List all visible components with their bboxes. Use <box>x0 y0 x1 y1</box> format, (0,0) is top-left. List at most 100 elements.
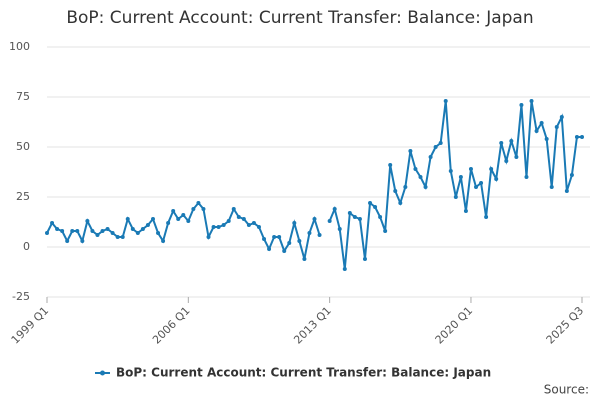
point <box>176 217 181 221</box>
point <box>115 235 120 239</box>
point <box>327 219 332 223</box>
point <box>226 219 231 223</box>
point <box>211 225 216 229</box>
point <box>65 239 70 243</box>
point <box>479 181 484 185</box>
point <box>236 215 241 219</box>
point <box>302 257 307 261</box>
point <box>110 231 115 235</box>
point <box>50 221 55 225</box>
point <box>474 185 479 189</box>
point <box>544 137 549 141</box>
point <box>443 99 448 103</box>
series-line <box>46 100 582 270</box>
source: Source: <box>544 383 589 397</box>
point <box>70 229 75 233</box>
chart-title: BoP: Current Account: Current Transfer: … <box>66 8 533 28</box>
point <box>398 201 403 205</box>
point <box>362 257 367 261</box>
point <box>100 229 105 233</box>
point <box>90 229 95 233</box>
point <box>514 155 519 159</box>
x-tick-label: 2006 Q1 <box>150 304 193 347</box>
x-tick-label: 2013 Q1 <box>291 304 334 347</box>
point <box>373 205 378 209</box>
point <box>580 135 584 139</box>
point <box>221 223 226 227</box>
point <box>241 217 246 221</box>
point <box>312 217 317 221</box>
point <box>347 211 352 215</box>
y-tick-label: 25 <box>16 190 30 203</box>
x-tick-label: 2020 Q1 <box>433 304 476 347</box>
point <box>564 189 569 193</box>
point <box>166 221 171 225</box>
point <box>539 121 544 125</box>
point <box>181 213 186 217</box>
point <box>256 225 261 229</box>
point <box>403 185 408 189</box>
point <box>494 177 499 181</box>
point <box>519 103 524 107</box>
y-tick-label: 75 <box>16 90 30 103</box>
point <box>60 229 65 233</box>
point <box>554 125 559 129</box>
point <box>383 229 388 233</box>
point <box>171 209 176 213</box>
point <box>504 159 509 163</box>
point <box>428 155 433 159</box>
point <box>357 217 362 221</box>
point <box>569 173 574 177</box>
point <box>80 239 85 243</box>
point <box>140 227 145 231</box>
point <box>120 235 125 239</box>
point <box>297 239 302 243</box>
point <box>408 149 413 153</box>
point <box>368 201 373 205</box>
point <box>156 231 161 235</box>
point <box>206 235 211 239</box>
y-tick-label: -25 <box>12 290 30 303</box>
point <box>509 139 514 143</box>
point <box>196 201 201 205</box>
point <box>145 223 150 227</box>
point <box>393 189 398 193</box>
point <box>95 233 100 237</box>
point <box>534 129 539 133</box>
point <box>105 227 110 231</box>
point <box>75 229 80 233</box>
point <box>438 141 443 145</box>
legend-marker <box>100 370 105 376</box>
point <box>186 219 191 223</box>
point <box>413 167 418 171</box>
point <box>574 135 579 139</box>
point <box>292 221 297 225</box>
point <box>55 227 60 231</box>
point <box>287 241 292 245</box>
point <box>484 215 489 219</box>
point <box>277 235 282 239</box>
point <box>378 215 383 219</box>
point <box>448 169 453 173</box>
point <box>272 235 277 239</box>
point <box>337 227 342 231</box>
x-tick-label: 1999 Q1 <box>9 304 52 347</box>
point <box>191 207 196 211</box>
point <box>332 207 337 211</box>
point <box>499 141 504 145</box>
point <box>433 145 438 149</box>
point <box>262 237 267 241</box>
point <box>161 239 166 243</box>
x-tick-label: 2025 Q3 <box>544 304 587 347</box>
point <box>216 225 221 229</box>
point <box>524 175 529 179</box>
point <box>130 227 135 231</box>
point <box>317 233 322 237</box>
point <box>463 209 468 213</box>
point <box>529 99 534 103</box>
point <box>307 231 312 235</box>
point <box>282 249 287 253</box>
point <box>489 167 494 171</box>
point <box>135 231 140 235</box>
